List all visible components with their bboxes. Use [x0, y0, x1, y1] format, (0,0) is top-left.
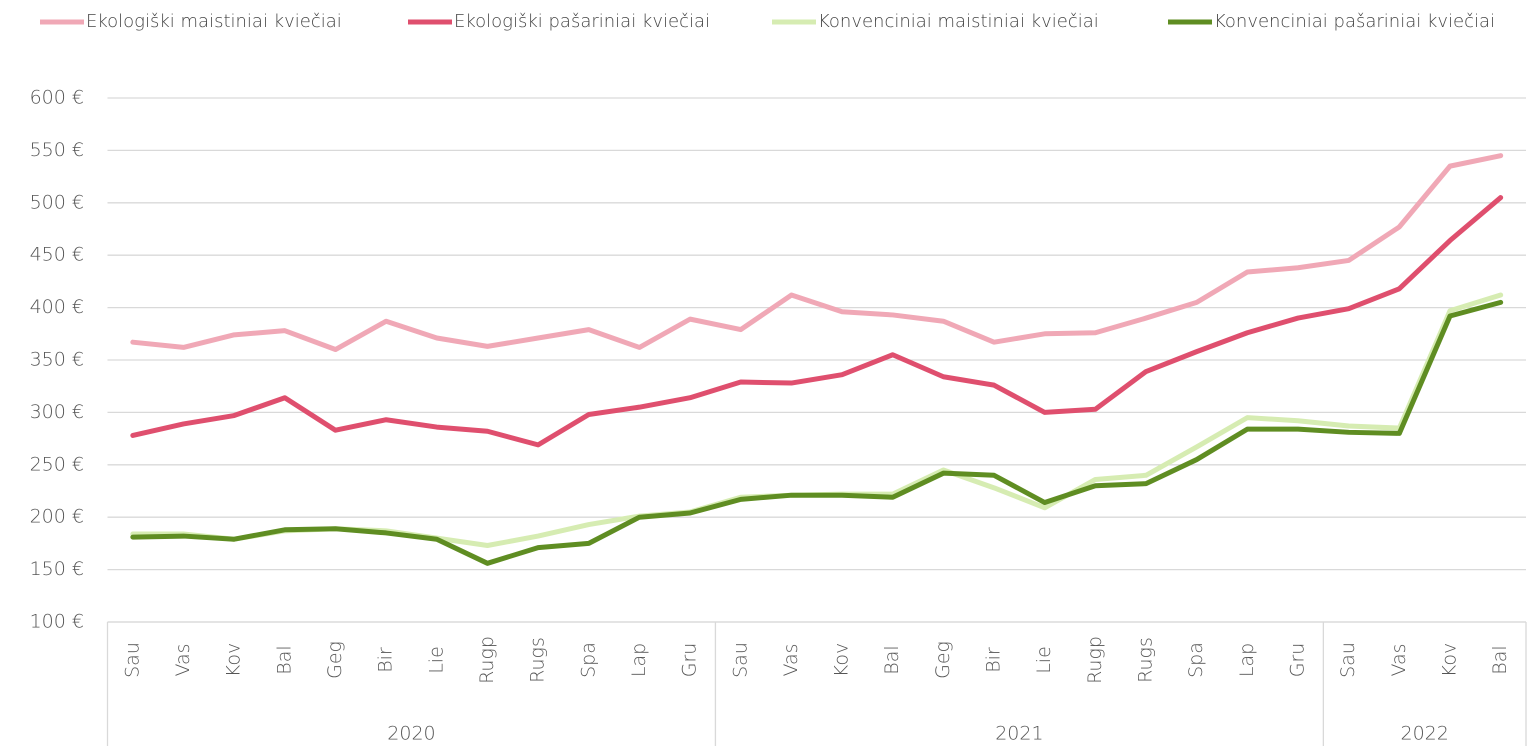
x-tick-label: Sau	[1337, 642, 1359, 678]
x-tick-label: Kov	[223, 643, 245, 677]
series-line	[130, 195, 1504, 448]
x-tick-label: Spa	[577, 642, 599, 678]
y-tick-label: 500 €	[30, 191, 84, 213]
y-tick-label: 450 €	[30, 244, 84, 266]
legend-label: Konvenciniai pašariniai kviečiai	[1214, 11, 1495, 32]
x-tick-label: Geg	[324, 641, 346, 679]
x-tick-label: Vas	[780, 643, 802, 676]
y-tick-label: 600 €	[30, 87, 84, 109]
x-tick-label: Spa	[1185, 642, 1207, 678]
x-tick-label: Gru	[679, 643, 701, 678]
y-tick-label: 250 €	[30, 453, 84, 475]
x-tick-label: Vas	[1388, 643, 1410, 676]
x-tick-label: Bal	[881, 645, 903, 674]
x-tick-label: Sau	[729, 642, 751, 678]
x-tick-label: Rugs	[1135, 637, 1157, 683]
series-line	[130, 153, 1504, 353]
x-tick-label: Rugp	[476, 636, 498, 684]
y-tick-label: 550 €	[30, 139, 84, 161]
x-tick-label: Rugs	[527, 637, 549, 683]
y-tick-label: 400 €	[30, 296, 84, 318]
legend-label: Konvenciniai maistiniai kviečiai	[818, 11, 1099, 32]
x-tick-label: Bal	[1489, 645, 1511, 674]
x-tick-label: Rugp	[1084, 636, 1106, 684]
y-tick-label: 300 €	[30, 401, 84, 423]
y-tick-label: 350 €	[30, 349, 84, 371]
x-tick-label: Lie	[1033, 646, 1055, 674]
y-tick-label: 150 €	[30, 558, 84, 580]
x-tick-label: Bal	[273, 645, 295, 674]
x-tick-label: Bir	[983, 647, 1005, 673]
group-label: 2021	[995, 723, 1043, 745]
x-tick-label: Gru	[1287, 643, 1309, 678]
x-tick-label: Lap	[628, 643, 650, 677]
legend-label: Ekologiški pašariniai kviečiai	[454, 11, 710, 32]
legend-label: Ekologiški maistiniai kviečiai	[86, 11, 342, 32]
x-tick-label: Bir	[375, 647, 397, 673]
x-tick-label: Vas	[172, 643, 194, 676]
series-line	[130, 299, 1504, 566]
x-tick-label: Lap	[1236, 643, 1258, 677]
x-tick-label: Sau	[121, 642, 143, 678]
series-line	[130, 292, 1504, 548]
x-tick-label: Kov	[1439, 643, 1461, 677]
group-label: 2022	[1400, 723, 1448, 745]
x-tick-label: Kov	[831, 643, 853, 677]
group-label: 2020	[387, 723, 435, 745]
y-tick-label: 100 €	[30, 611, 84, 633]
y-tick-label: 200 €	[30, 506, 84, 528]
x-tick-label: Geg	[932, 641, 954, 679]
x-tick-label: Lie	[425, 646, 447, 674]
